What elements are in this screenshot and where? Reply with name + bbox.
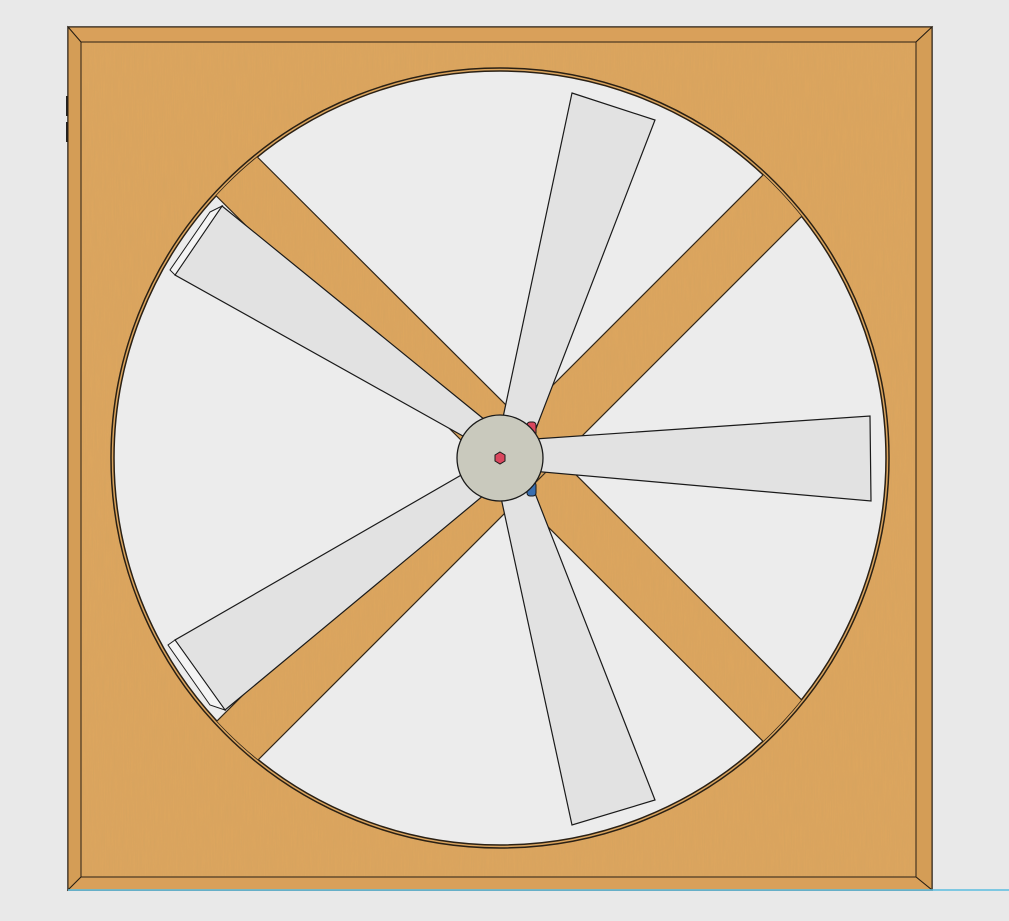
frame-bevel-top bbox=[66, 26, 934, 43]
fan-blade-4-shadow bbox=[167, 639, 227, 711]
hub-center-nut[interactable] bbox=[494, 451, 506, 465]
fan-blade-2-shadow bbox=[169, 204, 224, 276]
fan-blades[interactable] bbox=[167, 92, 872, 826]
frame-bevel-left bbox=[67, 25, 82, 892]
frame-bevel-right bbox=[915, 25, 933, 892]
fan-hub[interactable] bbox=[456, 414, 544, 502]
opening-rim-outer bbox=[110, 67, 890, 849]
frame-bevel-bottom bbox=[66, 876, 934, 891]
